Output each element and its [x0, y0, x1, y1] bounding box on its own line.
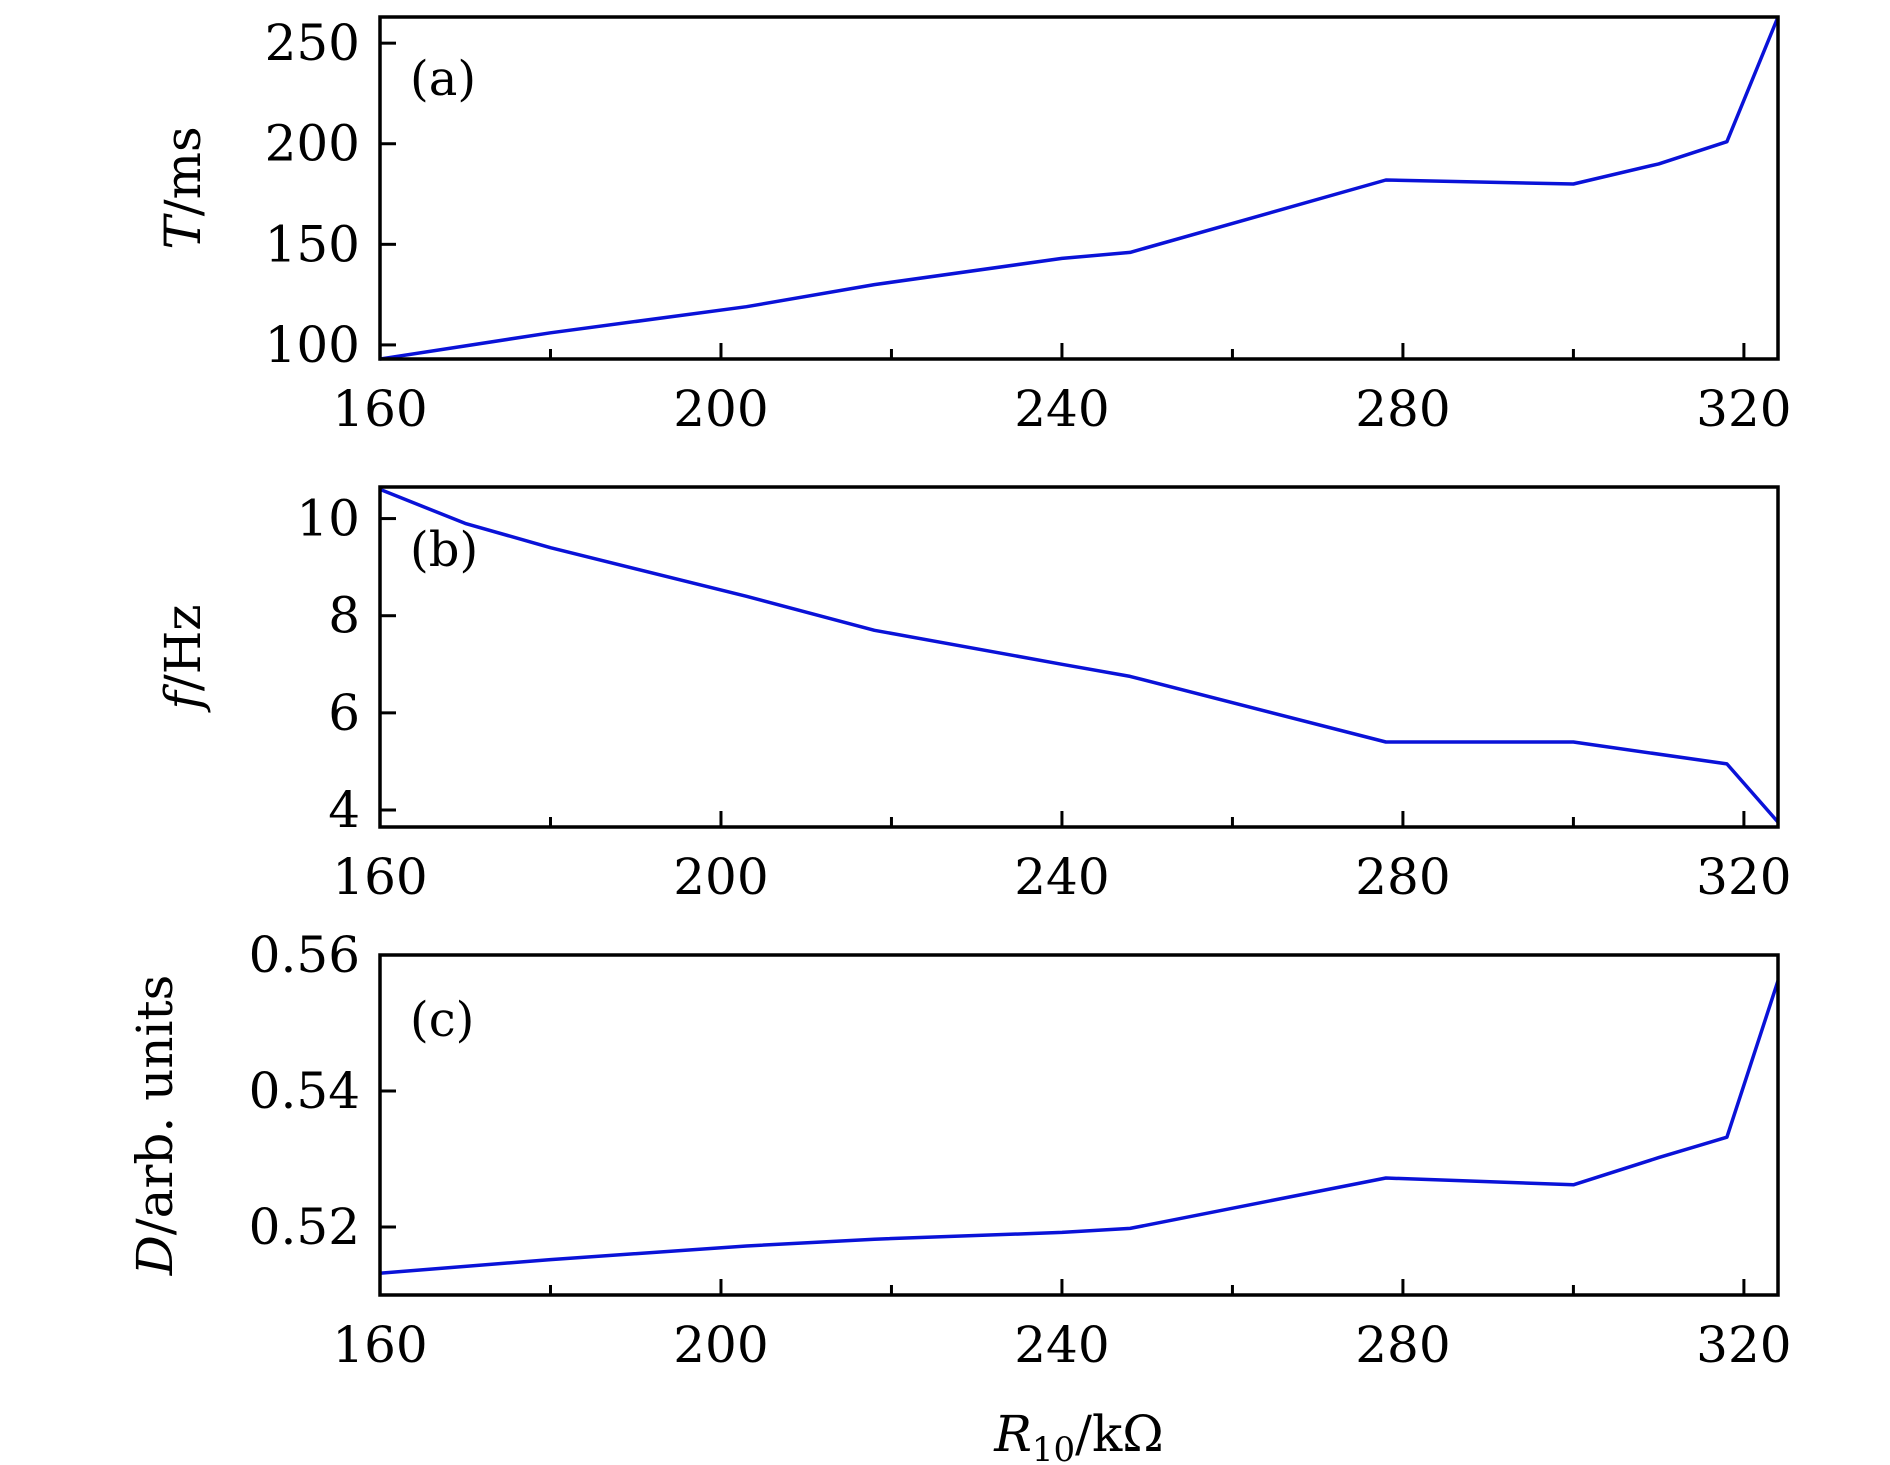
panel-label-b: (b): [410, 522, 478, 578]
x-tick-label-a-240: 240: [1014, 380, 1109, 438]
axes-frame-c: [378, 953, 1780, 1297]
x-axis-label-subscript: 10: [1032, 1430, 1075, 1465]
y-tick-label-a-1: 150: [265, 215, 360, 273]
y-axis-label-unit-a: /ms: [154, 126, 212, 216]
y-axis-label-unit-b: /Hz: [154, 604, 212, 691]
series-line-a: [379, 16, 1780, 361]
x-axis-label: R10/kΩ: [993, 1405, 1164, 1465]
y-tick-label-b-0: 4: [328, 781, 360, 839]
y-tick-label-c-2: 0.56: [249, 926, 360, 984]
panel-a: 160 200 240 280 320 100 150 200 250 (a) T/ms: [154, 14, 1792, 438]
x-tick-label-b-320: 320: [1696, 848, 1791, 906]
x-tick-label-a-200: 200: [673, 380, 768, 438]
y-axis-label-symbol-c: D: [126, 1235, 184, 1276]
x-tick-label-b-200: 200: [673, 848, 768, 906]
x-tick-label-c-320: 320: [1696, 1316, 1791, 1374]
y-tick-label-c-0: 0.52: [249, 1198, 360, 1256]
x-tick-label-c-240: 240: [1014, 1316, 1109, 1374]
y-axis-label-c: D/arb. units: [126, 975, 184, 1277]
series-line-b: [379, 487, 1780, 824]
x-tick-label-c-280: 280: [1355, 1316, 1450, 1374]
x-tick-label-b-280: 280: [1355, 848, 1450, 906]
y-tick-label-b-1: 6: [328, 684, 360, 742]
y-tick-label-a-3: 250: [265, 14, 360, 72]
y-tick-label-b-2: 8: [328, 587, 360, 645]
panel-label-a: (a): [410, 51, 476, 107]
panel-b: 160 200 240 280 320 4 6 8 10 (b) f/Hz: [154, 485, 1792, 906]
x-tick-label-b-160: 160: [332, 848, 427, 906]
x-axis-label-unit: /kΩ: [1075, 1405, 1164, 1463]
x-tick-label-b-240: 240: [1014, 848, 1109, 906]
series-line-c: [379, 980, 1780, 1275]
y-axis-label-b: f/Hz: [154, 604, 212, 713]
y-tick-label-c-1: 0.54: [249, 1062, 360, 1120]
x-tick-label-a-320: 320: [1696, 380, 1791, 438]
y-axis-label-a: T/ms: [154, 126, 212, 249]
axes-frame-a: [378, 15, 1780, 361]
y-axis-label-unit-c: /arb. units: [126, 975, 184, 1236]
y-tick-label-b-3: 10: [296, 490, 360, 548]
y-axis-label-symbol-a: T: [154, 213, 212, 250]
panel-c: 160 200 240 280 320 0.52 0.54 0.56 (c) D/arb. uni…: [126, 926, 1792, 1465]
x-tick-label-a-160: 160: [332, 380, 427, 438]
axes-frame-b: [378, 485, 1780, 829]
y-tick-label-a-0: 100: [265, 316, 360, 374]
x-tick-label-c-200: 200: [673, 1316, 768, 1374]
y-tick-label-a-2: 200: [265, 115, 360, 173]
x-tick-label-c-160: 160: [332, 1316, 427, 1374]
x-axis-label-symbol: R: [993, 1405, 1032, 1463]
x-tick-label-a-280: 280: [1355, 380, 1450, 438]
panel-label-c: (c): [410, 992, 474, 1048]
